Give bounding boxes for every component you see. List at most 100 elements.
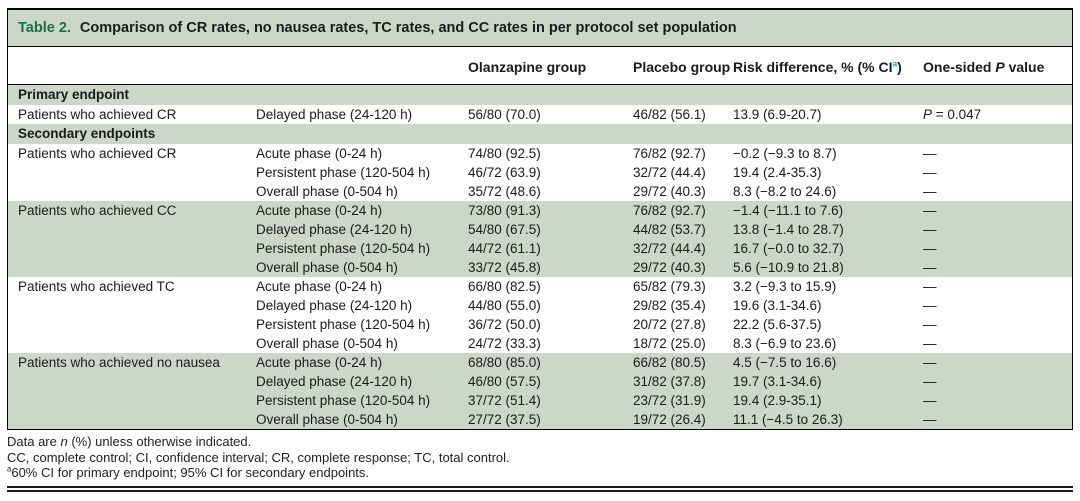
cell-endpoint: Patients who achieved TC bbox=[18, 279, 175, 294]
cell-olanzapine-value: 44/72 (61.1) bbox=[468, 241, 541, 256]
table-row: Patients who achieved no nausea Acute ph… bbox=[8, 353, 1072, 372]
cell-placebo-value: 44/82 (53.7) bbox=[633, 222, 706, 237]
cell-phase: Acute phase (0-24 h) bbox=[256, 355, 383, 370]
cell-risk-difference: 22.2 (5.6-37.5) bbox=[733, 317, 822, 332]
table-row: Delayed phase (24-120 h) 46/80 (57.5) 31… bbox=[8, 372, 1072, 391]
footnote-abbreviations: CC, complete control; CI, confidence int… bbox=[7, 449, 510, 465]
cell-placebo-value: 23/72 (31.9) bbox=[633, 393, 706, 408]
cell-olanzapine-value: 46/80 (57.5) bbox=[468, 374, 541, 389]
table-row: Patients who achieved CR Delayed phase (… bbox=[8, 105, 1072, 124]
footnote-marker-a: a bbox=[892, 58, 898, 69]
cell-risk-difference: 13.8 (−1.4 to 28.7) bbox=[733, 222, 844, 237]
cell-phase: Overall phase (0-504 h) bbox=[256, 260, 398, 275]
cell-phase: Delayed phase (24-120 h) bbox=[256, 222, 413, 237]
cell-endpoint: Patients who achieved CC bbox=[18, 203, 177, 218]
table-row: Overall phase (0-504 h) 35/72 (48.6) 29/… bbox=[8, 182, 1072, 201]
cell-placebo-value: 76/82 (92.7) bbox=[633, 203, 706, 218]
cell-risk-difference: 19.6 (3.1-34.6) bbox=[733, 298, 822, 313]
cell-risk-difference: 19.7 (3.1-34.6) bbox=[733, 374, 822, 389]
risk-header-text: Risk difference, % (% CI bbox=[733, 59, 893, 75]
table-2: Table 2. Comparison of CR rates, no nause… bbox=[7, 8, 1073, 430]
cell-olanzapine-value: 37/72 (51.4) bbox=[468, 393, 541, 408]
cell-pvalue: — bbox=[923, 393, 937, 408]
cell-risk-difference: 11.1 (−4.5 to 26.3) bbox=[733, 412, 843, 427]
footnote1-post: (%) unless otherwise indicated. bbox=[67, 434, 252, 449]
cell-pvalue: — bbox=[923, 412, 937, 427]
cell-olanzapine-value: 35/72 (48.6) bbox=[468, 184, 541, 199]
pvalue-header-post: value bbox=[1004, 59, 1045, 75]
table-caption: Table 2. Comparison of CR rates, no nause… bbox=[8, 10, 1072, 47]
cell-phase: Persistent phase (120-504 h) bbox=[256, 317, 431, 332]
footnote3-text: 60% CI for primary endpoint; 95% CI for … bbox=[11, 465, 370, 480]
footnote3-marker-a: a bbox=[7, 464, 12, 474]
cell-risk-difference: 3.2 (−9.3 to 15.9) bbox=[733, 279, 837, 294]
table-header-row: Olanzapine group Placebo group Risk diff… bbox=[8, 47, 1072, 85]
cell-placebo-value: 66/82 (80.5) bbox=[633, 355, 706, 370]
section-header-label: Secondary endpoints bbox=[18, 126, 156, 141]
table-row: Overall phase (0-504 h) 33/72 (45.8) 29/… bbox=[8, 258, 1072, 277]
cell-pvalue: — bbox=[923, 222, 937, 237]
table-row: Persistent phase (120-504 h) 46/72 (63.9… bbox=[8, 163, 1072, 182]
cell-olanzapine-value: 56/80 (70.0) bbox=[468, 107, 541, 122]
cell-olanzapine-value: 33/72 (45.8) bbox=[468, 260, 541, 275]
cell-endpoint: Patients who achieved no nausea bbox=[18, 355, 220, 370]
cell-pvalue: — bbox=[923, 203, 937, 218]
cell-pvalue: — bbox=[923, 260, 937, 275]
cell-placebo-value: 18/72 (25.0) bbox=[633, 336, 706, 351]
col-header-olanzapine: Olanzapine group bbox=[468, 59, 587, 75]
cell-placebo-value: 29/72 (40.3) bbox=[633, 184, 706, 199]
cell-olanzapine-value: 27/72 (37.5) bbox=[468, 412, 541, 427]
cell-placebo-value: 19/72 (26.4) bbox=[633, 412, 706, 427]
cell-placebo-value: 76/82 (92.7) bbox=[633, 146, 706, 161]
cell-phase: Delayed phase (24-120 h) bbox=[256, 107, 413, 122]
cell-olanzapine-value: 44/80 (55.0) bbox=[468, 298, 541, 313]
table-body: Primary endpoint Patients who achieved C… bbox=[8, 85, 1072, 429]
cell-pvalue: — bbox=[923, 184, 937, 199]
cell-placebo-value: 32/72 (44.4) bbox=[633, 241, 706, 256]
cell-pvalue: — bbox=[923, 279, 937, 294]
cell-pvalue: — bbox=[923, 336, 937, 351]
cell-risk-difference: −0.2 (−9.3 to 8.7) bbox=[733, 146, 837, 161]
section-header-row: Primary endpoint bbox=[8, 85, 1072, 105]
cell-olanzapine-value: 73/80 (91.3) bbox=[468, 203, 541, 218]
cell-olanzapine-value: 36/72 (50.0) bbox=[468, 317, 541, 332]
table-row: Delayed phase (24-120 h) 54/80 (67.5) 44… bbox=[8, 220, 1072, 239]
cell-phase: Persistent phase (120-504 h) bbox=[256, 393, 431, 408]
pvalue-header-pre: One-sided bbox=[923, 59, 996, 75]
cell-placebo-value: 29/82 (35.4) bbox=[633, 298, 706, 313]
cell-olanzapine-value: 24/72 (33.3) bbox=[468, 336, 541, 351]
pvalue-header-symbol: P bbox=[995, 59, 1005, 75]
section-header-row: Secondary endpoints bbox=[8, 124, 1072, 144]
cell-phase: Overall phase (0-504 h) bbox=[256, 336, 398, 351]
table-row: Persistent phase (120-504 h) 37/72 (51.4… bbox=[8, 391, 1072, 410]
cell-pvalue: — bbox=[923, 355, 937, 370]
footnote-data-note: Data are n (%) unless otherwise indicate… bbox=[7, 434, 1073, 450]
cell-pvalue: — bbox=[923, 317, 937, 332]
cell-phase: Persistent phase (120-504 h) bbox=[256, 165, 431, 180]
col-header-risk-difference: Risk difference, % (% CIa) bbox=[733, 58, 923, 84]
cell-pvalue: — bbox=[923, 374, 937, 389]
cell-olanzapine-value: 46/72 (63.9) bbox=[468, 165, 541, 180]
cell-pvalue: — bbox=[923, 298, 937, 313]
cell-risk-difference: 19.4 (2.9-35.1) bbox=[733, 393, 822, 408]
cell-risk-difference: 5.6 (−10.9 to 21.8) bbox=[733, 260, 844, 275]
cell-olanzapine-value: 74/80 (92.5) bbox=[468, 146, 541, 161]
cell-placebo-value: 32/72 (44.4) bbox=[633, 165, 706, 180]
section-header-label: Primary endpoint bbox=[18, 87, 130, 102]
cell-risk-difference: −1.4 (−11.1 to 7.6) bbox=[733, 203, 844, 218]
table-row: Overall phase (0-504 h) 27/72 (37.5) 19/… bbox=[8, 410, 1072, 429]
cell-phase: Overall phase (0-504 h) bbox=[256, 412, 398, 427]
cell-olanzapine-value: 54/80 (67.5) bbox=[468, 222, 541, 237]
bottom-double-rule bbox=[7, 485, 1073, 492]
cell-placebo-value: 20/72 (27.8) bbox=[633, 317, 706, 332]
cell-endpoint: Patients who achieved CR bbox=[18, 107, 177, 122]
cell-phase: Delayed phase (24-120 h) bbox=[256, 298, 413, 313]
cell-risk-difference: 8.3 (−8.2 to 24.6) bbox=[733, 184, 837, 199]
cell-phase: Acute phase (0-24 h) bbox=[256, 203, 383, 218]
table-row: Persistent phase (120-504 h) 36/72 (50.0… bbox=[8, 315, 1072, 334]
cell-pvalue: — bbox=[923, 165, 937, 180]
cell-placebo-value: 29/72 (40.3) bbox=[633, 260, 706, 275]
cell-phase: Overall phase (0-504 h) bbox=[256, 184, 398, 199]
cell-placebo-value: 31/82 (37.8) bbox=[633, 374, 706, 389]
cell-pvalue: — bbox=[923, 241, 937, 256]
